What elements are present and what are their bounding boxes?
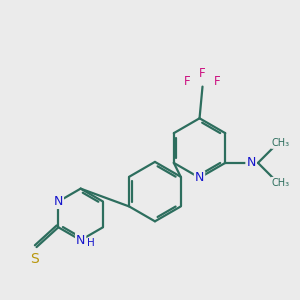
Text: S: S <box>30 252 39 266</box>
Text: N: N <box>54 195 63 208</box>
Text: F: F <box>214 75 221 88</box>
Text: F: F <box>199 67 206 80</box>
Text: N: N <box>246 156 256 170</box>
Text: CH₃: CH₃ <box>272 138 290 148</box>
Text: F: F <box>184 75 191 88</box>
Text: H: H <box>87 238 94 248</box>
Text: CH₃: CH₃ <box>272 178 290 188</box>
Text: N: N <box>195 171 204 184</box>
Text: N: N <box>76 234 85 247</box>
